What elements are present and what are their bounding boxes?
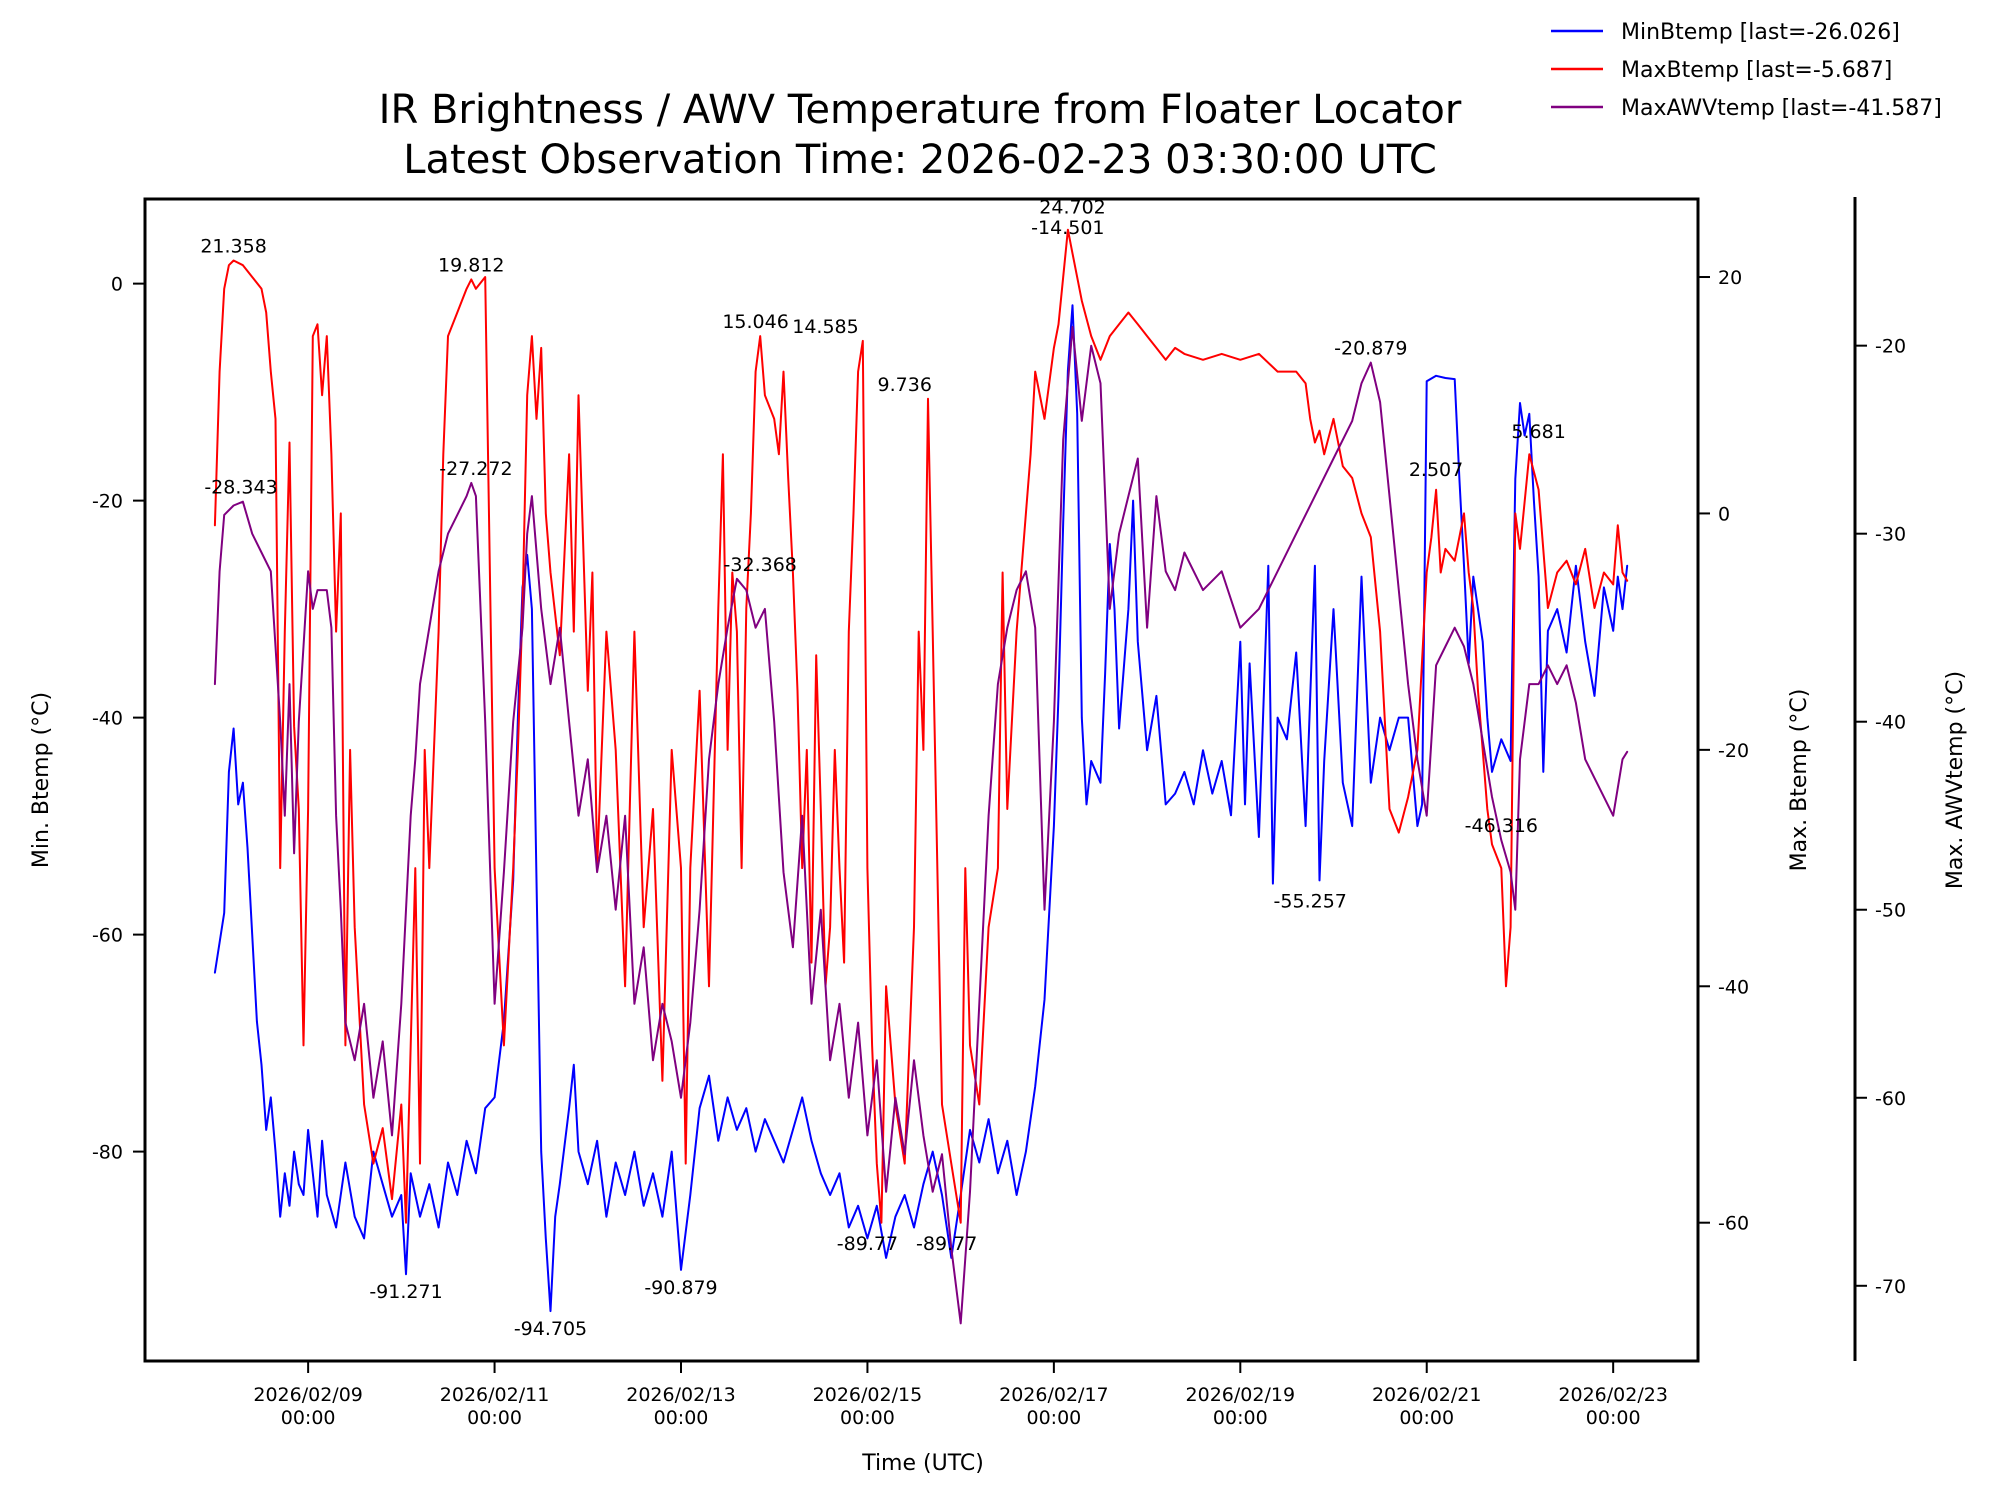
y-right2-tick-label: -40 xyxy=(1875,712,1906,734)
x-tick-label: 2026/02/15 xyxy=(813,1384,923,1406)
legend-entry-maxbtemp: MaxBtemp [last=-5.687] xyxy=(1621,58,1892,83)
y-axis-right-label: Max. Btemp (°C) xyxy=(1787,689,1812,872)
data-annotation: -20.879 xyxy=(1334,338,1407,360)
y-left-tick-label: -20 xyxy=(92,491,123,513)
x-tick-label-time: 00:00 xyxy=(1399,1407,1454,1429)
y-right-tick-label: -60 xyxy=(1718,1213,1749,1235)
data-annotation: 9.736 xyxy=(878,374,932,396)
y-right2-tick-label: -70 xyxy=(1875,1276,1906,1298)
data-annotation: 5.681 xyxy=(1511,421,1565,443)
annotation-layer: 21.358 -28.343 19.812 -27.272 -91.271 -94.705… xyxy=(200,196,1565,1340)
x-tick-label-time: 00:00 xyxy=(281,1407,336,1429)
y-right-tick-label: 0 xyxy=(1718,503,1730,525)
data-annotation: 24.702 xyxy=(1039,196,1105,218)
legend-entry-minbtemp: MinBtemp [last=-26.026] xyxy=(1621,20,1900,45)
x-tick-label-time: 00:00 xyxy=(467,1407,522,1429)
y-axis-left-label: Min. Btemp (°C) xyxy=(29,692,54,868)
plot-frame xyxy=(143,197,1700,1363)
data-annotation: 19.812 xyxy=(438,254,504,276)
y-right2-tick-label: -30 xyxy=(1875,524,1906,546)
x-tick-label: 2026/02/23 xyxy=(1558,1384,1668,1406)
x-axis-label: Time (UTC) xyxy=(861,1451,984,1476)
data-annotation: 21.358 xyxy=(200,235,266,257)
data-annotation: -55.257 xyxy=(1274,891,1347,913)
legend-entry-maxawvtemp: MaxAWVtemp [last=-41.587] xyxy=(1621,96,1942,121)
x-tick-label-time: 00:00 xyxy=(1213,1407,1268,1429)
series-layer xyxy=(213,228,1629,1325)
y-axis-right2-label: Max. AWVtemp (°C) xyxy=(1943,671,1968,889)
y-left-tick-label: -80 xyxy=(92,1142,123,1164)
series-line-minbtemp xyxy=(213,304,1629,1313)
data-annotation: -46.316 xyxy=(1465,815,1538,837)
chart-subtitle: Latest Observation Time: 2026-02-23 03:3… xyxy=(403,137,1437,183)
data-annotation: 14.585 xyxy=(792,316,858,338)
x-tick-label: 2026/02/17 xyxy=(999,1384,1109,1406)
x-tick-label: 2026/02/09 xyxy=(253,1384,363,1406)
legend: MinBtemp [last=-26.026] MaxBtemp [last=-… xyxy=(1551,20,1942,121)
data-annotation: -89.77 xyxy=(916,1233,977,1255)
x-tick-label: 2026/02/21 xyxy=(1372,1384,1482,1406)
x-tick-label-time: 00:00 xyxy=(654,1407,709,1429)
series-line-maxawvtemp xyxy=(213,325,1629,1325)
y-right2-tick-label: -60 xyxy=(1875,1088,1906,1110)
series-line-maxbtemp xyxy=(213,228,1629,1224)
y-right-tick-label: -40 xyxy=(1718,976,1749,998)
y-right2-tick-label: -50 xyxy=(1875,900,1906,922)
data-annotation: -14.501 xyxy=(1031,217,1104,239)
data-annotation: 2.507 xyxy=(1409,459,1463,481)
x-tick-label: 2026/02/11 xyxy=(440,1384,550,1406)
y-right2-tick-label: -20 xyxy=(1875,336,1906,358)
y-left-tick-label: -60 xyxy=(92,925,123,947)
data-annotation: -28.343 xyxy=(204,477,277,499)
data-annotation: -27.272 xyxy=(439,458,512,480)
x-tick-label: 2026/02/19 xyxy=(1186,1384,1296,1406)
y-left-tick-label: -40 xyxy=(92,708,123,730)
data-annotation: 15.046 xyxy=(722,311,788,333)
x-tick-label-time: 00:00 xyxy=(1026,1407,1081,1429)
y-left-tick-label: 0 xyxy=(111,274,123,296)
chart-title: IR Brightness / AWV Temperature from Flo… xyxy=(379,87,1462,133)
x-tick-label-time: 00:00 xyxy=(1586,1407,1641,1429)
y-right-tick-label: 20 xyxy=(1718,267,1742,289)
data-annotation: -90.879 xyxy=(644,1277,717,1299)
data-annotation: -91.271 xyxy=(369,1281,442,1303)
data-annotation: -32.368 xyxy=(724,554,797,576)
x-tick-label-time: 00:00 xyxy=(840,1407,895,1429)
x-tick-label: 2026/02/13 xyxy=(626,1384,736,1406)
data-annotation: -89.77 xyxy=(837,1233,898,1255)
axes-layer: 2026/02/0900:002026/02/1100:002026/02/13… xyxy=(92,267,1906,1429)
y-right-tick-label: -20 xyxy=(1718,740,1749,762)
data-annotation: -94.705 xyxy=(514,1318,587,1340)
